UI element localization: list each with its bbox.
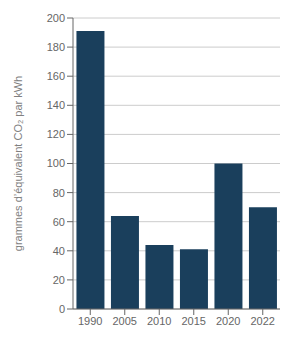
- svg-text:100: 100: [47, 157, 65, 169]
- svg-text:2005: 2005: [113, 315, 137, 327]
- svg-text:1990: 1990: [78, 315, 102, 327]
- svg-text:160: 160: [47, 70, 65, 82]
- svg-text:2020: 2020: [216, 315, 240, 327]
- svg-text:40: 40: [53, 245, 65, 257]
- svg-text:0: 0: [59, 303, 65, 315]
- svg-text:2022: 2022: [251, 315, 275, 327]
- svg-text:140: 140: [47, 99, 65, 111]
- svg-text:180: 180: [47, 41, 65, 53]
- svg-text:80: 80: [53, 187, 65, 199]
- svg-text:60: 60: [53, 216, 65, 228]
- svg-text:2015: 2015: [182, 315, 206, 327]
- svg-text:2010: 2010: [147, 315, 171, 327]
- svg-text:20: 20: [53, 274, 65, 286]
- svg-text:grammes d’équivalent CO₂ par k: grammes d’équivalent CO₂ par kWh: [12, 76, 24, 251]
- svg-text:200: 200: [47, 12, 65, 24]
- svg-text:120: 120: [47, 128, 65, 140]
